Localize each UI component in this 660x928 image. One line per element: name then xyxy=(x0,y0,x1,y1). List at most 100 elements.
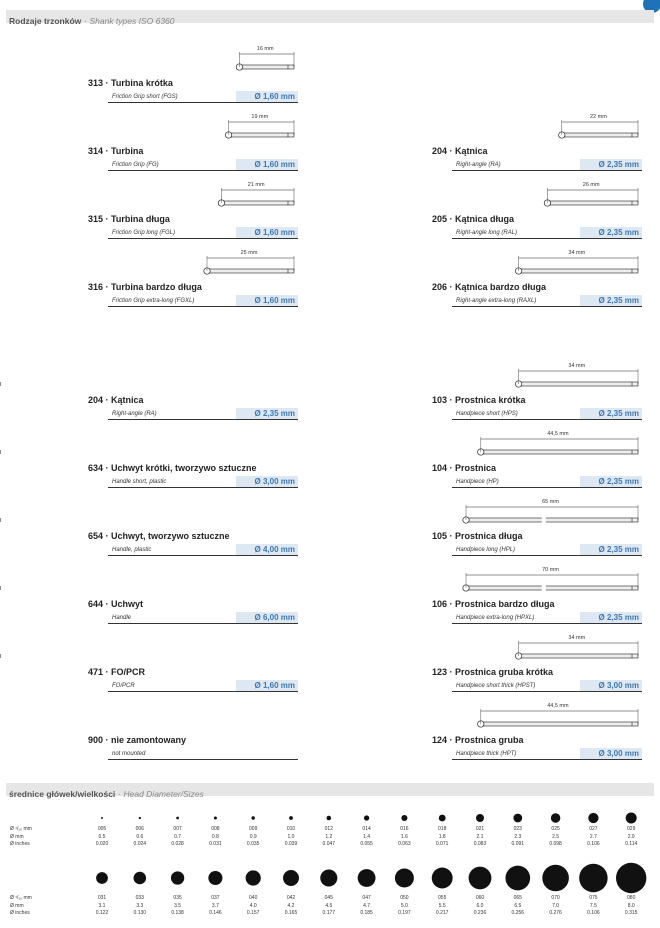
table-cell: 0.106 xyxy=(587,841,600,847)
table-cell: 027 xyxy=(589,826,598,832)
row-label: Ø inches xyxy=(10,841,30,847)
dimension-label: 22 mm xyxy=(589,114,607,120)
table-cell: 0.165 xyxy=(284,910,298,916)
shank xyxy=(466,517,639,523)
item-type: Friction Grip long (FGL) xyxy=(112,230,176,236)
head-dot xyxy=(96,872,108,884)
item-rule xyxy=(108,170,298,171)
table-cell: 021 xyxy=(475,826,485,832)
section-header: Rodzaje trzonków · Shank types ISO 6360 xyxy=(6,10,654,26)
item-label: 206 · Kątnica bardzo długa xyxy=(432,282,547,292)
section-header-text: Rodzaje trzonków · Shank types ISO 6360 xyxy=(9,11,175,29)
table-cell: 033 xyxy=(135,895,144,901)
head-dot xyxy=(394,868,414,888)
head-dot xyxy=(289,816,293,820)
head-dot xyxy=(283,870,299,886)
row-label: Ø mm xyxy=(10,833,24,840)
dimension-label: 25 mm xyxy=(240,250,258,256)
item-rule xyxy=(452,759,642,760)
item-type: Right-angle (RA) xyxy=(112,411,157,417)
table-cell: 5.0 xyxy=(400,902,408,909)
item-type: Friction Grip (FG) xyxy=(112,162,159,168)
item-type: Handpiece thick (HPT) xyxy=(456,751,517,757)
table-cell: 050 xyxy=(400,895,409,901)
table-cell: 012 xyxy=(324,826,333,832)
dimension-label: 34 mm xyxy=(568,635,586,641)
table-cell: 080 xyxy=(627,895,636,901)
table-cell: 7.5 xyxy=(589,902,597,909)
item-label: 205 · Kątnica długa xyxy=(432,214,515,224)
item-diameter: Ø 3,00 mm xyxy=(580,680,642,691)
item-diameter: Ø 2,35 mm xyxy=(580,544,642,555)
table-cell: 0.185 xyxy=(360,910,373,916)
item-diameter: Ø 4,00 mm xyxy=(236,544,298,555)
table-cell: 0.315 xyxy=(624,910,638,916)
shank xyxy=(240,64,295,70)
item-type: Handpiece short (HPS) xyxy=(456,411,518,417)
head-dot xyxy=(505,865,531,891)
item-type: Friction Grip extra-long (FGXL) xyxy=(112,298,195,304)
table-cell: 3.5 xyxy=(174,902,182,909)
section-title: średnice główek/wielkości xyxy=(9,789,116,799)
shank xyxy=(229,132,295,138)
table-cell: 4.2 xyxy=(287,902,295,909)
table-cell: 0.035 xyxy=(246,841,260,847)
table-cell: 040 xyxy=(249,895,258,901)
head-dot xyxy=(625,812,637,824)
dimension-label: 19 mm xyxy=(251,114,269,120)
table-cell: 1.4 xyxy=(363,833,371,840)
table-cell: 0.7 xyxy=(174,833,182,840)
table-cell: 2.3 xyxy=(514,833,522,840)
item-label: 471 · FO/PCR xyxy=(88,667,146,677)
item-rule xyxy=(452,555,642,556)
table-cell: 065 xyxy=(513,895,522,901)
head-dot xyxy=(363,815,370,821)
table-cell: 0.071 xyxy=(435,841,449,847)
item-type: Right-angle (RA) xyxy=(456,162,501,168)
item-label: 104 · Prostnica xyxy=(432,463,497,473)
dimension-label: 21 mm xyxy=(247,182,265,188)
item-rule xyxy=(452,170,642,171)
item-rule xyxy=(108,306,298,307)
item-diameter: Ø 1,60 mm xyxy=(236,91,298,102)
item-rule xyxy=(452,623,642,624)
item-diameter: Ø 3,00 mm xyxy=(580,748,642,759)
item-rule xyxy=(108,759,298,760)
item-type: Right-angle extra-long (RAXL) xyxy=(456,298,537,304)
table-cell: 4.7 xyxy=(363,902,371,909)
item-label: 315 · Turbina długa xyxy=(88,214,170,224)
head-dot xyxy=(513,813,523,823)
item-type: Handle short, plastic xyxy=(112,479,167,485)
shank-break xyxy=(541,516,546,524)
table-cell: 029 xyxy=(627,826,636,832)
head-dot xyxy=(326,815,332,821)
head-dot xyxy=(320,869,338,887)
item-label: 313 · Turbina krótka xyxy=(88,78,173,88)
table-cell: 031 xyxy=(97,895,107,901)
table-cell: 007 xyxy=(173,826,182,832)
head-dot xyxy=(170,871,185,885)
shank xyxy=(466,585,639,591)
item-type: Handpiece long (HPL) xyxy=(456,547,516,553)
row-label: Ø inches xyxy=(10,910,30,916)
table-cell: 008 xyxy=(211,826,220,832)
table-cell: 0.083 xyxy=(473,841,487,847)
item-diameter: Ø 2,35 mm xyxy=(580,159,642,170)
table-cell: 2.7 xyxy=(589,833,597,840)
table-cell: 035 xyxy=(173,895,182,901)
item-rule xyxy=(108,487,298,488)
shank xyxy=(519,268,639,274)
section-title: Rodzaje trzonków xyxy=(9,16,82,26)
table-cell: 1.2 xyxy=(325,833,333,840)
item-label: 644 · Uchwyt xyxy=(88,599,144,609)
item-diameter: Ø 2,35 mm xyxy=(580,227,642,238)
item-label: 103 · Prostnica krótka xyxy=(432,395,526,405)
item-rule xyxy=(452,691,642,692)
item-rule xyxy=(108,623,298,624)
table-cell: 0.130 xyxy=(133,910,147,916)
table-cell: 070 xyxy=(551,895,560,901)
dimension-label: 34 mm xyxy=(568,250,586,256)
head-dot xyxy=(133,871,147,885)
